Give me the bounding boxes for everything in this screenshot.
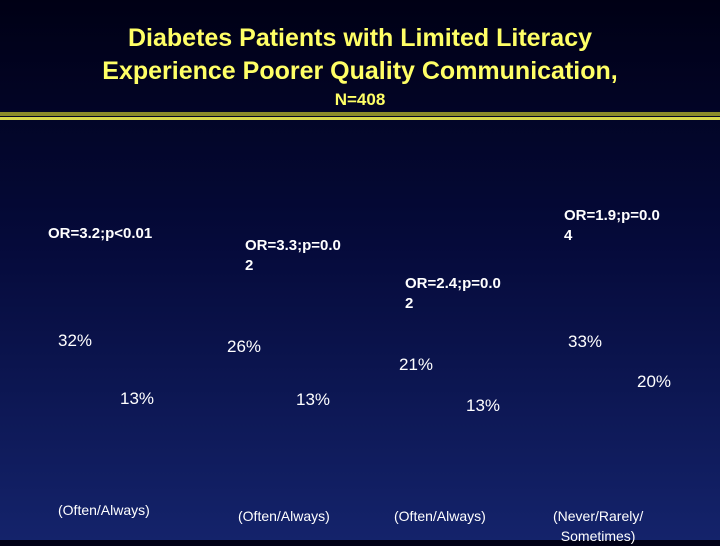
- annotation-2-line-1: OR=3.3;p=0.0: [245, 237, 341, 254]
- annotation-4-line-1: OR=1.9;p=0.0: [564, 207, 660, 224]
- annotation-3-line-2: 2: [405, 295, 414, 312]
- annotation-3-line-1: OR=2.4;p=0.0: [405, 275, 501, 292]
- annotation-1: OR=3.2;p<0.01: [48, 224, 152, 244]
- value-label-second-2: 13%: [296, 390, 331, 409]
- category-label-4-line-2: Sometimes): [560, 528, 636, 544]
- value-label-second-3: 13%: [466, 396, 501, 415]
- value-label-first-1: 32%: [58, 331, 93, 350]
- category-label-4: (Never/Rarely/ Sometimes): [553, 506, 643, 546]
- chart-title: Diabetes Patients with Limited Literacy …: [0, 22, 720, 88]
- category-label-2-line-1: (Often/Always): [238, 508, 330, 524]
- category-label-3: (Often/Always): [394, 506, 486, 526]
- annotation-2-line-2: 2: [245, 257, 254, 274]
- value-label-first-2: 26%: [227, 337, 262, 356]
- category-label-1: (Often/Always): [58, 500, 150, 520]
- category-label-4-line-1: (Never/Rarely/: [553, 508, 644, 524]
- annotation-4-line-2: 4: [564, 227, 573, 244]
- annotation-3: OR=2.4;p=0.0 2: [405, 274, 501, 314]
- annotation-1-line-1: OR=3.2;p<0.01: [48, 225, 153, 242]
- category-label-1-line-1: (Often/Always): [58, 502, 150, 518]
- title-line-2: Experience Poorer Quality Communication,: [102, 57, 618, 85]
- annotation-2: OR=3.3;p=0.0 2: [245, 236, 341, 276]
- value-label-first-3: 21%: [399, 355, 434, 374]
- value-label-second-4: 20%: [637, 372, 672, 391]
- category-label-3-line-1: (Often/Always): [394, 508, 486, 524]
- value-label-second-1: 13%: [120, 389, 155, 408]
- category-label-2: (Often/Always): [238, 506, 330, 526]
- title-divider-light: [0, 117, 720, 120]
- value-label-first-4: 33%: [568, 332, 603, 351]
- annotation-4: OR=1.9;p=0.0 4: [564, 206, 660, 246]
- chart-subtitle: N=408: [334, 90, 386, 109]
- title-divider-dark: [0, 112, 720, 116]
- title-line-1: Diabetes Patients with Limited Literacy: [127, 24, 592, 52]
